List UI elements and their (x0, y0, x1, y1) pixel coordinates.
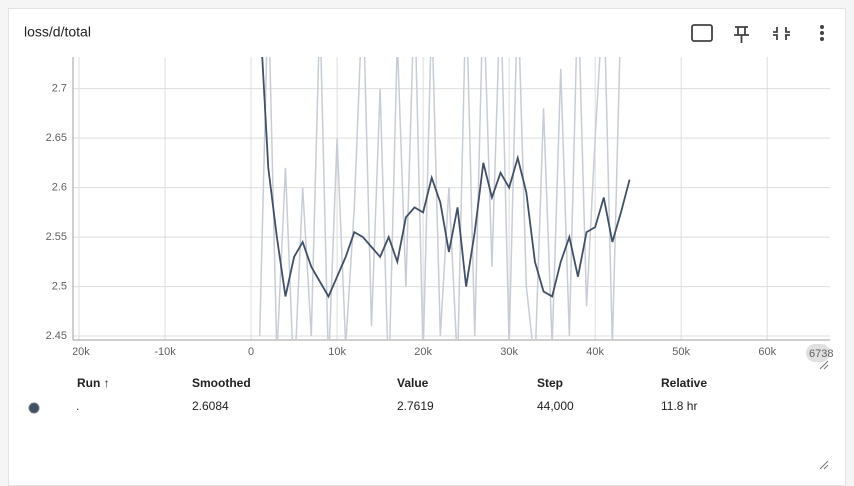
column-header: Relative (661, 376, 707, 390)
pin-icon[interactable] (734, 26, 749, 43)
x-tick-label: 40k (586, 346, 604, 358)
table: Run ↑ Smoothed Value Step Relative. 2.6084 2.7… (76, 376, 707, 413)
y-tick-label: 2.5 (52, 280, 67, 292)
y-tick-label: 2.7 (52, 83, 67, 95)
grid: 2.45 2.5 2.55 2.6 2.65 2.7 (46, 57, 830, 342)
x-ticks: -20k -10k 0 10k 20k 30k 40k 50k 60k (68, 346, 777, 358)
collapse-icon[interactable] (773, 27, 790, 40)
column-header: Step (537, 376, 563, 390)
y-tick-label: 2.45 (46, 330, 67, 342)
x-tick-label: 0 (248, 346, 254, 358)
table-cell: 11.8 hr (661, 399, 697, 413)
chart-title: loss/d/total (24, 24, 91, 40)
x-tick-label: -20k (68, 346, 90, 358)
x-tick-label: -10k (154, 346, 176, 358)
series-line (261, 57, 631, 299)
column-header: Smoothed (192, 376, 251, 390)
plot (258, 57, 631, 340)
y-tick-label: 2.65 (46, 132, 67, 144)
table-cell: 2.6084 (192, 399, 229, 413)
cursor-label: 6738 (809, 348, 833, 360)
table-cell: 44,000 (537, 399, 574, 413)
cursor-badge (806, 344, 830, 362)
toolbar (691, 24, 824, 43)
x-tick-label: 60k (758, 346, 776, 358)
x-tick-label: 50k (672, 346, 690, 358)
x-tick-label: 30k (500, 346, 518, 358)
menu-icon[interactable] (820, 25, 824, 41)
table-cell: . (76, 399, 79, 413)
y-tick-label: 2.55 (46, 231, 67, 243)
series-line (258, 57, 621, 340)
card (8, 8, 846, 486)
run-dot (28, 402, 40, 414)
resize-handle[interactable] (819, 360, 829, 370)
x-tick-label: 10k (328, 346, 346, 358)
column-header: Value (397, 376, 429, 390)
fit-icon[interactable] (691, 24, 713, 42)
column-header: Run ↑ (77, 376, 110, 390)
table-cell: 2.7619 (397, 399, 434, 413)
y-tick-label: 2.6 (52, 182, 67, 194)
x-tick-label: 20k (414, 346, 432, 358)
resize-handle[interactable] (819, 460, 829, 470)
